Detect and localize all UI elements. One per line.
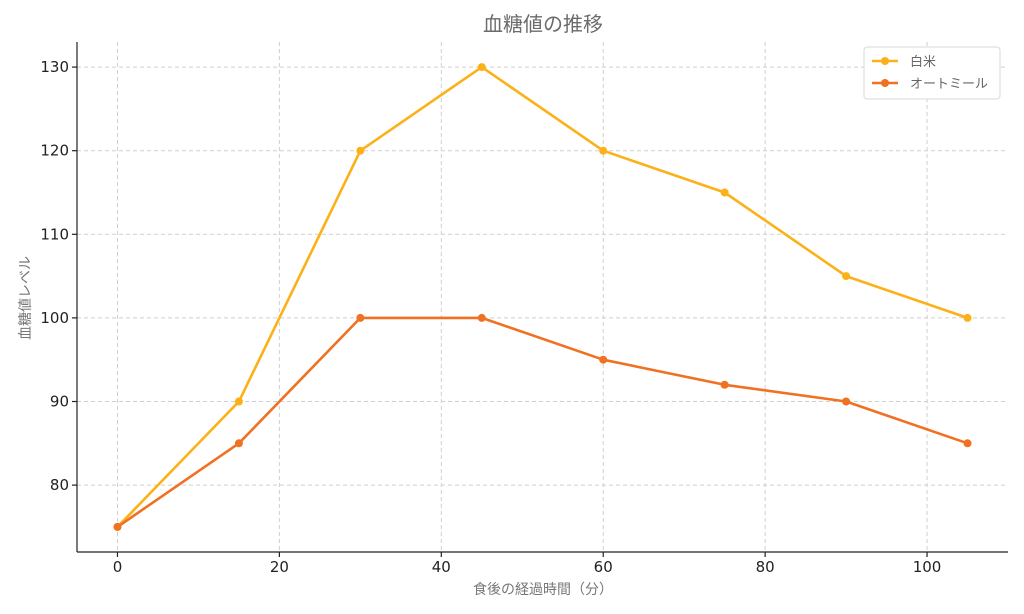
series-layer [113, 63, 972, 531]
data-point [477, 313, 486, 322]
series-line [116, 316, 969, 529]
data-point [720, 188, 729, 197]
x-tick-label: 80 [756, 558, 775, 576]
legend-swatch-marker [881, 57, 889, 65]
data-point [234, 439, 243, 448]
y-tick-label: 80 [50, 476, 69, 494]
chart-title: 血糖値の推移 [483, 12, 603, 36]
series-1 [113, 63, 972, 531]
y-tick-label: 100 [40, 309, 69, 327]
y-axis-label: 血糖値レベル [18, 256, 34, 340]
data-point [720, 380, 729, 389]
y-tick-label: 110 [40, 225, 69, 243]
y-tick-label: 120 [40, 142, 69, 160]
y-tick-label: 90 [50, 393, 69, 411]
x-tick-label: 60 [594, 558, 613, 576]
data-point [477, 63, 486, 72]
grid-layer [77, 42, 1008, 552]
x-tick-label: 100 [913, 558, 942, 576]
legend-item-2: オートミール [872, 77, 988, 92]
data-point [356, 313, 365, 322]
data-point [842, 272, 851, 281]
data-point [599, 146, 608, 155]
ticks-layer: 0 20 40 60 80 100 80 90 100 110 120 130 [40, 58, 941, 576]
x-tick-label: 20 [270, 558, 289, 576]
data-point [842, 397, 851, 406]
axes-layer [76, 42, 1008, 553]
data-point [963, 313, 972, 322]
legend-label: オートミール [910, 77, 988, 92]
legend-label: 白米 [910, 54, 936, 70]
x-tick-label: 0 [113, 558, 123, 576]
series-2 [113, 313, 972, 531]
y-tick-label: 130 [40, 58, 69, 76]
series-line [116, 65, 969, 529]
x-axis-label: 食後の経過時間（分） [473, 581, 613, 598]
legend-swatch-marker [881, 79, 889, 87]
data-point [356, 146, 365, 155]
legend-item-1: 白米 [872, 54, 936, 70]
data-point [113, 522, 122, 531]
data-point [599, 355, 608, 364]
data-point [963, 439, 972, 448]
x-tick-label: 40 [432, 558, 451, 576]
data-point [234, 397, 243, 406]
